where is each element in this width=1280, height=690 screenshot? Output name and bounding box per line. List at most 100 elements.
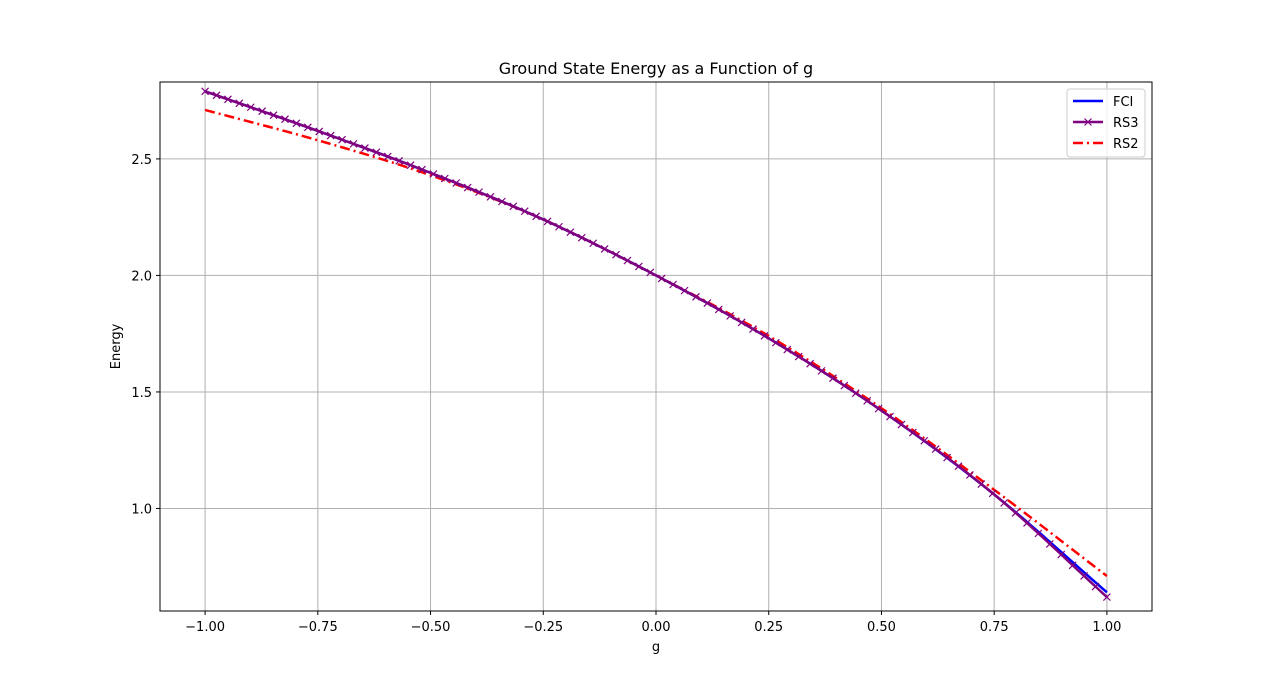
data-point-rs3	[783, 345, 792, 354]
data-point-rs3	[246, 103, 255, 112]
legend-box	[1066, 88, 1146, 158]
data-point-rs3	[1034, 529, 1043, 538]
data-point-rs3	[326, 131, 335, 140]
data-point-rs3	[703, 299, 712, 308]
data-point-rs3	[395, 156, 404, 165]
data-point-rs3	[943, 453, 952, 462]
data-point-rs3	[726, 311, 735, 320]
data-point-rs3	[315, 127, 324, 136]
data-point-rs3	[612, 250, 620, 259]
y-tick-label: 1.5	[131, 386, 152, 401]
legend-label-rs3: RS3	[1113, 116, 1139, 131]
data-point-rs3	[954, 462, 963, 471]
data-point-rs3	[486, 192, 495, 201]
legend-marker-rs3	[1084, 118, 1092, 126]
data-point-rs3	[920, 436, 929, 445]
data-point-rs3	[714, 305, 723, 314]
data-point-rs3	[543, 217, 552, 226]
data-point-rs3	[269, 111, 278, 120]
chart-title: Ground State Energy as a Function of g	[499, 59, 813, 78]
data-point-rs3	[497, 197, 506, 206]
data-point-rs3	[965, 471, 974, 479]
x-tick-label: −0.75	[298, 620, 338, 635]
y-tick-label: 2.0	[131, 269, 152, 284]
data-point-rs3	[794, 352, 803, 361]
data-point-rs3	[749, 325, 757, 333]
x-tick-label: −0.25	[523, 620, 563, 635]
x-axis-label: g	[652, 640, 660, 655]
data-point-rs3	[1045, 539, 1054, 548]
data-point-rs3	[429, 170, 438, 178]
data-point-rs3	[851, 389, 860, 398]
data-point-rs3	[1080, 572, 1089, 580]
data-point-rs3	[509, 202, 518, 211]
data-point-rs3	[669, 280, 678, 289]
x-tick-label: 0.75	[980, 620, 1009, 635]
data-point-rs3	[829, 374, 837, 383]
data-point-rs3	[281, 115, 289, 124]
data-point-rs3	[555, 222, 563, 231]
data-point-rs3	[338, 135, 347, 144]
data-point-rs3	[589, 239, 598, 248]
data-point-rs3	[1091, 582, 1100, 591]
x-tick-label: −1.00	[185, 620, 225, 635]
data-point-rs3	[817, 366, 826, 375]
data-point-rs3	[874, 404, 883, 413]
legend: FCI RS3 RS2	[1066, 88, 1146, 158]
x-tick-label: 0.00	[642, 620, 671, 635]
axis-ticks: −1.00 −0.75 −0.50 −0.25 0.00 0.25 0.50 0.75 1.00…	[131, 153, 1121, 635]
y-tick-label: 2.5	[131, 153, 152, 168]
data-point-rs3	[988, 489, 997, 498]
legend-label-fci: FCI	[1113, 95, 1133, 110]
data-point-rs3	[223, 95, 232, 104]
data-point-rs3	[235, 99, 244, 108]
data-point-rs3	[634, 262, 643, 271]
data-point-rs3	[463, 183, 472, 192]
data-point-rs3	[383, 152, 392, 161]
data-point-rs3	[372, 148, 381, 157]
data-point-rs3	[1011, 508, 1020, 517]
data-point-rs3	[360, 144, 369, 152]
data-point-rs3	[977, 480, 986, 488]
data-point-rs3	[418, 165, 426, 174]
data-point-rs3	[566, 228, 575, 237]
data-point-rs3	[1068, 561, 1077, 570]
x-tick-label: 0.50	[867, 620, 896, 635]
data-point-rs3	[258, 107, 267, 116]
data-point-rs3	[303, 123, 312, 132]
data-point-rs3	[623, 256, 632, 265]
data-point-rs3	[1102, 593, 1111, 601]
data-point-rs3	[646, 268, 655, 277]
data-point-rs3	[886, 412, 894, 421]
legend-label-rs2: RS2	[1113, 137, 1139, 152]
data-point-rs3	[1000, 498, 1009, 507]
data-point-rs3	[292, 119, 301, 128]
data-point-rs3	[600, 245, 609, 253]
data-point-rs3	[840, 381, 849, 390]
data-point-rs3	[577, 233, 586, 242]
data-point-rs3	[406, 161, 415, 170]
data-point-rs3	[863, 396, 872, 405]
data-point-rs3	[657, 274, 666, 283]
data-point-rs3	[771, 338, 780, 347]
data-point-rs3	[897, 420, 906, 429]
series-lines	[201, 87, 1111, 601]
data-point-rs3	[520, 207, 529, 216]
data-point-rs3	[931, 445, 940, 453]
x-tick-label: 1.00	[1092, 620, 1121, 635]
data-point-rs3	[1023, 519, 1031, 527]
y-tick-label: 1.0	[131, 502, 152, 517]
data-point-rs3	[475, 188, 483, 197]
data-point-rs3	[349, 139, 358, 148]
data-point-rs3	[201, 87, 210, 96]
x-tick-label: 0.25	[754, 620, 783, 635]
data-point-rs3	[452, 179, 461, 187]
data-point-rs3	[212, 91, 221, 100]
data-point-rs3	[440, 174, 449, 183]
data-point-rs3	[1057, 550, 1066, 559]
data-point-rs3	[908, 428, 917, 437]
x-tick-label: −0.50	[411, 620, 451, 635]
data-point-rs3	[532, 212, 541, 221]
